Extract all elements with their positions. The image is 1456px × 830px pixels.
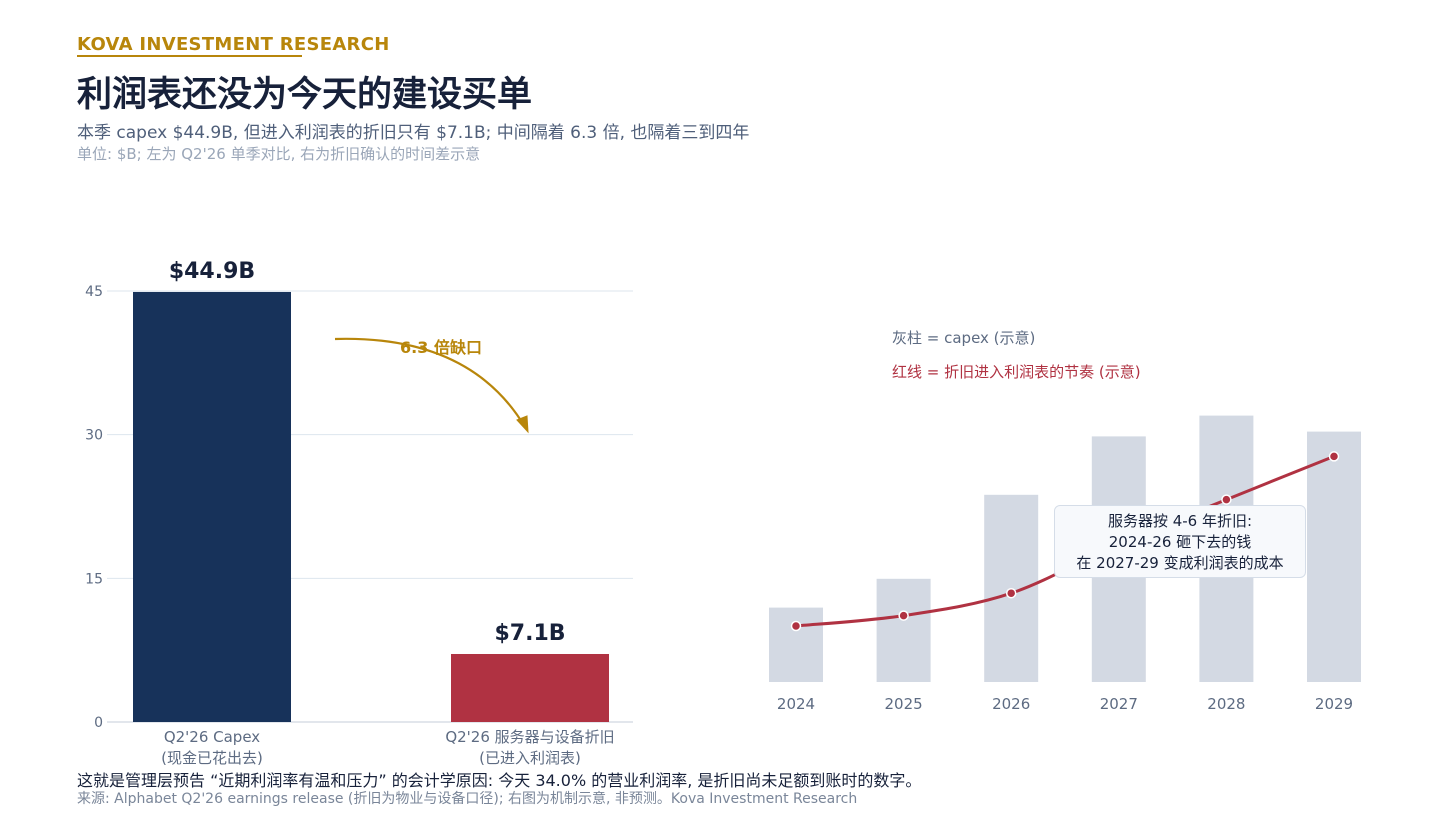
footer-source: 来源: Alphabet Q2'26 earnings release (折旧为… (77, 791, 858, 807)
x-year-label: 2029 (1315, 695, 1353, 713)
annotation-line-3: 在 2027-29 变成利润表的成本 (1076, 554, 1284, 572)
legend-capex: 灰柱 = capex (示意) (892, 329, 1036, 347)
y-tick-label: 0 (94, 715, 103, 731)
capex-bar-2024 (769, 607, 823, 682)
depreciation-point-2029 (1328, 451, 1340, 462)
capex-bar-2029 (1307, 431, 1361, 682)
unit-note: 单位: $B; 左为 Q2'26 单季对比, 右为折旧确认的时间差示意 (77, 145, 481, 163)
bar-data-label: $44.9B (169, 259, 255, 284)
x-year-label: 2027 (1100, 695, 1138, 713)
brand-label: KOVA INVESTMENT RESEARCH (77, 34, 390, 55)
gap-arrow-curve (334, 337, 526, 428)
y-tick-label: 30 (85, 428, 103, 444)
brand-underline (77, 55, 302, 57)
x-year-label: 2024 (777, 695, 815, 713)
x-category-label: (已进入利润表) (479, 749, 581, 767)
legend-depreciation: 红线 = 折旧进入利润表的节奏 (示意) (892, 363, 1141, 381)
y-tick-label: 45 (85, 284, 103, 300)
x-category-label: Q2'26 Capex (164, 728, 260, 746)
bar-data-label: $7.1B (494, 621, 565, 646)
gap-annotation-label: 6.3 倍缺口 (400, 338, 482, 357)
footer-note: 这就是管理层预告 “近期利润率有温和压力” 的会计学原因: 今天 34.0% 的… (77, 771, 922, 790)
depreciation-annotation-box: 服务器按 4-6 年折旧: 2024-26 砸下去的钱 在 2027-29 变成… (1054, 505, 1306, 578)
gap-arrow-head (516, 415, 529, 434)
y-tick-label: 15 (85, 571, 103, 587)
x-category-label: Q2'26 服务器与设备折旧 (445, 728, 614, 746)
depreciation-point-2025 (898, 610, 909, 621)
x-category-label: (现金已花出去) (161, 749, 263, 767)
depreciation-point-2026 (1005, 587, 1017, 599)
x-year-label: 2025 (885, 695, 923, 713)
annotation-line-1: 服务器按 4-6 年折旧: (1107, 512, 1253, 530)
x-year-label: 2026 (992, 695, 1030, 713)
capex-bar-2025 (876, 578, 931, 682)
page-subtitle: 本季 capex $44.9B, 但进入利润表的折旧只有 $7.1B; 中间隔着… (77, 123, 750, 143)
bar-1 (451, 653, 609, 722)
x-year-label: 2028 (1207, 695, 1245, 713)
page-title: 利润表还没为今天的建设买单 (77, 74, 533, 115)
bar-0 (133, 291, 291, 722)
depreciation-point-2028 (1221, 494, 1232, 505)
depreciation-point-2024 (790, 620, 802, 632)
annotation-line-2: 2024-26 砸下去的钱 (1108, 533, 1252, 551)
